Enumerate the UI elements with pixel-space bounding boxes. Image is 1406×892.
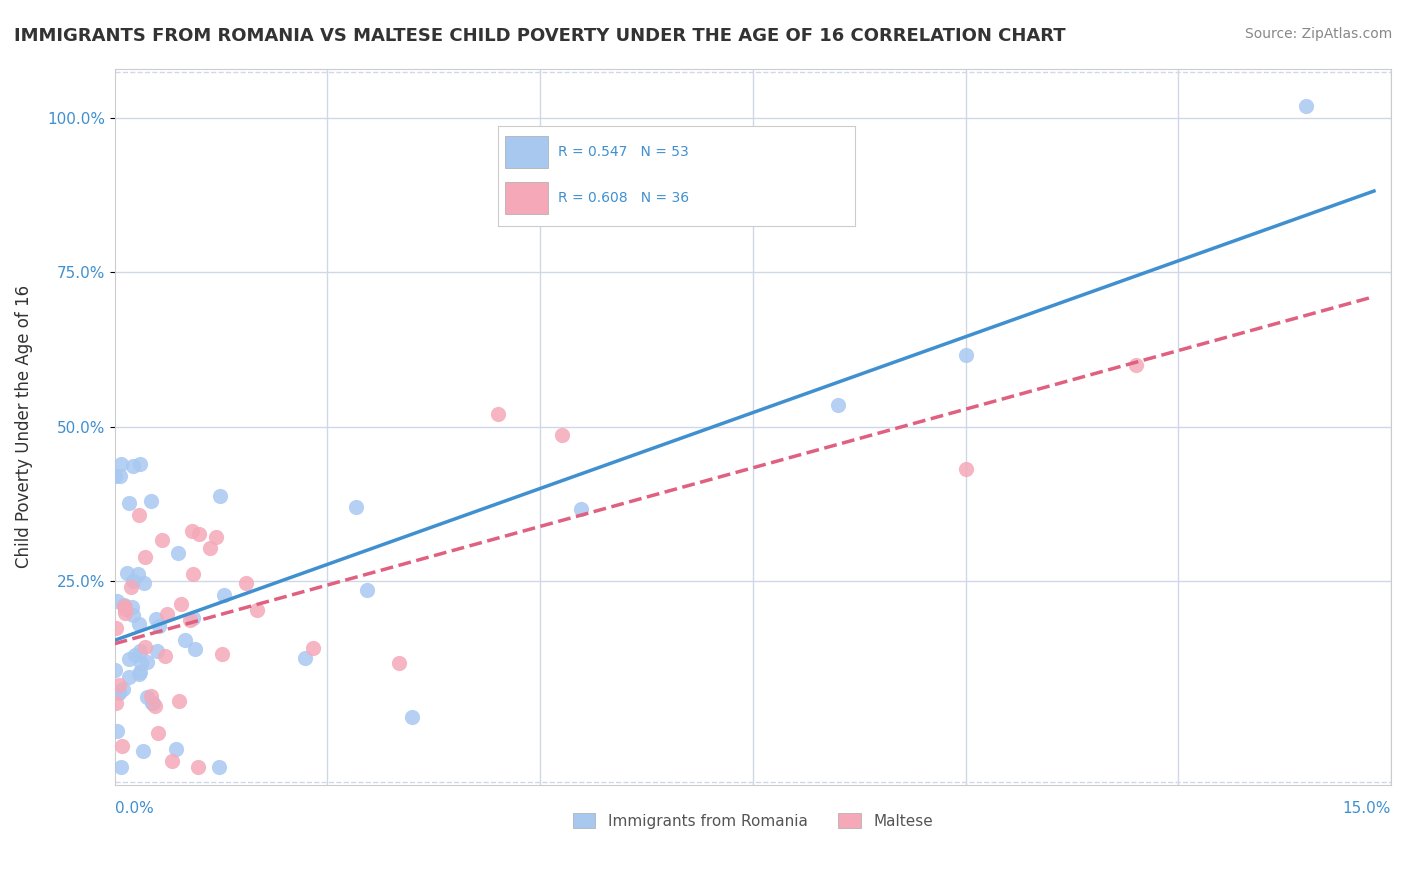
Point — [205, 530, 228, 544]
Point — [235, 575, 257, 590]
Point — [122, 458, 145, 473]
Point — [183, 641, 205, 656]
Point — [211, 647, 233, 661]
Point — [1295, 98, 1317, 112]
Point — [167, 546, 190, 560]
Point — [145, 612, 167, 626]
Point — [550, 427, 572, 442]
Point — [118, 496, 141, 510]
Point — [118, 652, 141, 666]
Point — [134, 549, 156, 564]
Point — [246, 603, 269, 617]
Text: 15.0%: 15.0% — [1343, 800, 1391, 815]
Point — [212, 588, 235, 602]
Point — [127, 567, 149, 582]
Point — [208, 759, 231, 773]
Point — [108, 685, 131, 699]
Point — [170, 597, 193, 611]
Point — [181, 524, 204, 539]
Text: 0.0%: 0.0% — [115, 800, 153, 815]
Point — [294, 651, 316, 665]
Point — [955, 348, 977, 362]
Point — [141, 696, 163, 710]
Point — [112, 599, 135, 613]
Point — [108, 678, 131, 692]
Point — [356, 583, 378, 598]
Point — [139, 690, 162, 704]
Point — [167, 694, 190, 708]
Point — [134, 640, 156, 654]
Point — [118, 670, 141, 684]
Point — [136, 655, 159, 669]
Point — [179, 613, 201, 627]
Point — [401, 710, 423, 724]
Point — [146, 643, 169, 657]
Point — [114, 606, 136, 620]
Point — [344, 500, 367, 514]
Point — [181, 610, 204, 624]
Point — [827, 398, 849, 412]
Point — [110, 457, 132, 471]
Point — [114, 602, 136, 616]
Point — [111, 739, 134, 754]
Point — [486, 408, 509, 422]
Point — [388, 656, 411, 670]
Point — [135, 690, 157, 704]
Text: IMMIGRANTS FROM ROMANIA VS MALTESE CHILD POVERTY UNDER THE AGE OF 16 CORRELATION: IMMIGRANTS FROM ROMANIA VS MALTESE CHILD… — [14, 27, 1066, 45]
Point — [124, 648, 146, 662]
Point — [160, 754, 183, 768]
Point — [122, 607, 145, 622]
Point — [569, 502, 592, 516]
Point — [128, 616, 150, 631]
Point — [187, 759, 209, 773]
Point — [188, 527, 211, 541]
Point — [155, 648, 177, 663]
Point — [181, 567, 204, 582]
Legend: Immigrants from Romania, Maltese: Immigrants from Romania, Maltese — [567, 806, 939, 835]
Point — [104, 696, 127, 710]
Point — [105, 594, 128, 608]
Point — [200, 541, 222, 556]
Point — [209, 489, 232, 503]
Point — [104, 663, 127, 677]
Point — [142, 696, 165, 710]
Y-axis label: Child Poverty Under the Age of 16: Child Poverty Under the Age of 16 — [15, 285, 32, 568]
Point — [156, 607, 179, 621]
Point — [120, 580, 142, 594]
Point — [105, 723, 128, 738]
Point — [143, 698, 166, 713]
Point — [112, 681, 135, 696]
Point — [148, 618, 170, 632]
Point — [110, 469, 132, 483]
Text: Source: ZipAtlas.com: Source: ZipAtlas.com — [1244, 27, 1392, 41]
Point — [129, 665, 152, 679]
Point — [128, 508, 150, 522]
Point — [165, 742, 187, 756]
Point — [107, 685, 129, 699]
Point — [122, 574, 145, 588]
Point — [173, 632, 195, 647]
Point — [150, 533, 173, 548]
Point — [132, 744, 155, 758]
Point — [121, 600, 143, 615]
Point — [110, 759, 132, 773]
Point — [115, 566, 138, 581]
Point — [131, 656, 153, 670]
Point — [112, 599, 135, 613]
Point — [129, 457, 152, 471]
Point — [128, 667, 150, 681]
Point — [146, 725, 169, 739]
Point — [302, 640, 325, 655]
Point — [104, 621, 127, 635]
Point — [104, 469, 127, 483]
Point — [139, 494, 162, 508]
Point — [129, 643, 152, 657]
Point — [955, 462, 977, 476]
Point — [134, 576, 156, 591]
Point — [1125, 358, 1147, 372]
